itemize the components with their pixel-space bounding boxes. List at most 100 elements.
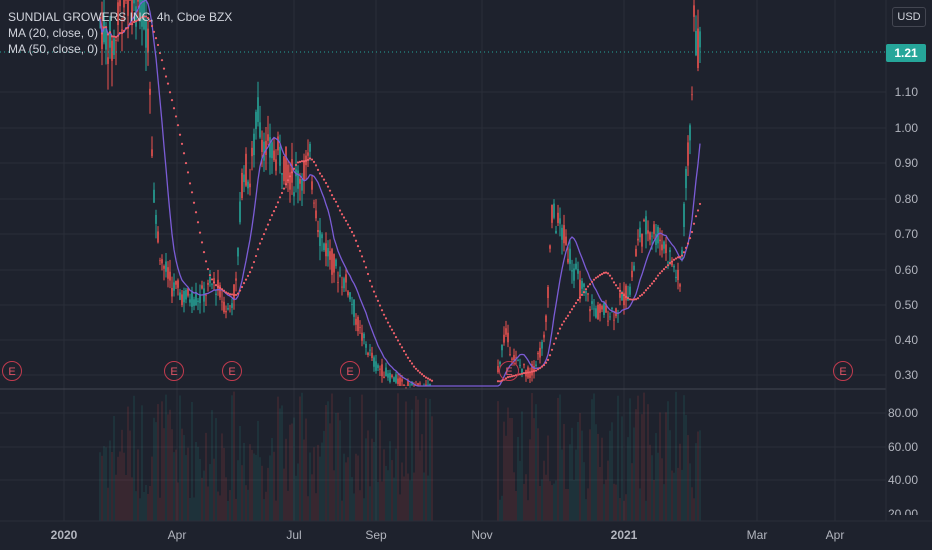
volume-bar: [637, 395, 639, 521]
candle-body: [191, 291, 193, 307]
candle-body: [501, 344, 503, 351]
volume-bar: [271, 437, 273, 521]
volume-bar: [667, 401, 669, 521]
volume-bar: [319, 456, 321, 521]
candle-body: [319, 230, 321, 247]
ma50-point: [126, 26, 130, 29]
volume-bar: [613, 483, 615, 521]
currency-button[interactable]: USD: [892, 7, 926, 27]
volume-bar: [347, 457, 349, 521]
ma50-point: [642, 291, 646, 294]
candle-body: [651, 235, 653, 237]
ma50-point: [526, 371, 530, 374]
volume-bar: [253, 453, 255, 521]
earnings-marker-2[interactable]: E: [164, 361, 184, 381]
candle-body: [519, 364, 521, 366]
ma50-point: [234, 293, 238, 297]
candle-body: [233, 284, 235, 301]
volume-bar: [421, 434, 423, 521]
ma50-point: [528, 371, 532, 374]
volume-bar: [177, 482, 179, 521]
candle-body: [227, 308, 229, 310]
candle-body: [277, 136, 279, 151]
price-tick-label: 0.40: [894, 333, 918, 347]
candle-body: [275, 159, 277, 171]
volume-bar: [661, 458, 663, 521]
ma50-point: [164, 75, 168, 78]
ma50-point: [302, 160, 306, 163]
candle-body: [511, 358, 513, 360]
volume-bar: [357, 455, 359, 521]
volume-bar: [345, 462, 347, 521]
symbol-title[interactable]: SUNDIAL GROWERS INC, 4h, Cboe BZX: [8, 10, 233, 24]
candle-body: [539, 347, 541, 358]
ma50-point: [124, 27, 128, 30]
candle-body: [131, 0, 133, 24]
candle-body: [249, 183, 251, 188]
price-tick-label: 0.60: [894, 263, 918, 277]
candle-body: [635, 248, 637, 257]
ma20-legend[interactable]: MA (20, close, 0): [8, 26, 99, 40]
volume-bar: [665, 412, 667, 521]
candle-body: [181, 294, 183, 306]
ma50-point: [248, 270, 252, 274]
candle-body: [285, 146, 287, 184]
volume-bar: [683, 395, 685, 521]
volume-bar: [617, 395, 619, 521]
earnings-marker-5[interactable]: E: [499, 361, 519, 381]
volume-bar: [677, 467, 679, 521]
earnings-marker-4[interactable]: E: [340, 361, 360, 381]
ma50-point: [604, 271, 608, 274]
candle-body: [387, 373, 389, 378]
candle-body: [383, 376, 385, 379]
ma50-point: [192, 201, 196, 204]
volume-bar: [331, 393, 333, 521]
ma50-legend[interactable]: MA (50, close, 0): [8, 42, 99, 56]
volume-bar: [585, 499, 587, 521]
candle-body: [637, 238, 639, 241]
candle-body: [685, 168, 687, 189]
volume-bar: [697, 431, 699, 521]
candle-body: [153, 189, 155, 203]
ma50-point: [430, 379, 434, 382]
candle-body: [547, 286, 549, 299]
candle-body: [641, 233, 643, 247]
ma50-point: [256, 248, 260, 251]
candle-body: [669, 249, 671, 253]
ma50-point: [300, 160, 304, 163]
volume-bar: [139, 498, 141, 521]
ma50-point: [278, 196, 282, 199]
earnings-marker-1[interactable]: E: [2, 361, 22, 381]
volume-bar: [335, 413, 337, 521]
ma50-point: [662, 268, 666, 271]
candle-body: [515, 357, 517, 359]
earnings-marker-6[interactable]: E: [833, 361, 853, 381]
volume-bar: [299, 396, 301, 521]
volume-bar: [159, 497, 161, 521]
earnings-marker-3[interactable]: E: [222, 361, 242, 381]
volume-bar: [277, 396, 279, 521]
candle-body: [537, 352, 539, 355]
ma50-point: [654, 277, 658, 280]
candle-body: [507, 332, 509, 343]
ma50-point: [280, 191, 284, 195]
candle-body: [395, 374, 397, 383]
volume-bar: [337, 412, 339, 521]
volume-bar: [499, 499, 501, 521]
candle-body: [523, 363, 525, 366]
volume-bar: [507, 407, 509, 521]
ma50-point: [416, 369, 420, 372]
candle-body: [267, 134, 269, 141]
ma50-point: [134, 20, 138, 23]
candle-body: [667, 262, 669, 264]
volume-bar: [363, 498, 365, 521]
volume-bar: [649, 444, 651, 521]
ma50-point: [666, 264, 670, 267]
candle-body: [541, 341, 543, 349]
volume-bar: [289, 424, 291, 521]
volume-bar: [169, 409, 171, 521]
candle-body: [699, 31, 701, 48]
ma50-point: [322, 178, 326, 181]
time-tick-label: Jul: [286, 528, 302, 542]
